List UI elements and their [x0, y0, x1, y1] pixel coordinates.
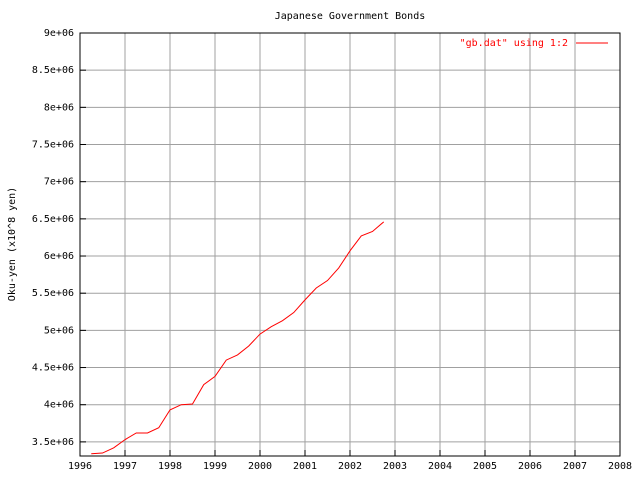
- y-tick-label: 6.5e+06: [32, 214, 74, 225]
- y-tick-label: 7e+06: [44, 177, 74, 188]
- x-tick-label: 1996: [68, 461, 92, 472]
- y-tick-label: 7.5e+06: [32, 140, 74, 151]
- x-tick-label: 2001: [293, 461, 317, 472]
- x-tick-label: 2004: [428, 461, 452, 472]
- y-tick-label: 5.5e+06: [32, 288, 74, 299]
- x-tick-label: 2005: [473, 461, 497, 472]
- x-tick-label: 2008: [608, 461, 632, 472]
- legend-label: "gb.dat" using 1:2: [460, 38, 568, 49]
- line-series: [91, 221, 385, 455]
- y-tick-label: 4.5e+06: [32, 363, 74, 374]
- y-tick-label: 4e+06: [44, 400, 74, 411]
- x-tick-label: 1997: [113, 461, 137, 472]
- x-tick-label: 2002: [338, 461, 362, 472]
- chart-title: Japanese Government Bonds: [275, 11, 426, 22]
- x-tick-label: 2006: [518, 461, 542, 472]
- y-tick-label: 8.5e+06: [32, 65, 74, 76]
- plot-border: [79, 32, 621, 457]
- x-tick-label: 1999: [203, 461, 227, 472]
- x-tick-label: 2000: [248, 461, 272, 472]
- y-tick-label: 8e+06: [44, 102, 74, 113]
- x-tick-label: 2007: [563, 461, 587, 472]
- x-tick-label: 1998: [158, 461, 182, 472]
- x-tick-label: 2003: [383, 461, 407, 472]
- y-tick-label: 5e+06: [44, 325, 74, 336]
- y-tick-label: 6e+06: [44, 251, 74, 262]
- y-tick-label: 3.5e+06: [32, 437, 74, 448]
- y-tick-label: 9e+06: [44, 28, 74, 39]
- y-axis-label: Oku-yen (x10^8 yen): [7, 187, 18, 301]
